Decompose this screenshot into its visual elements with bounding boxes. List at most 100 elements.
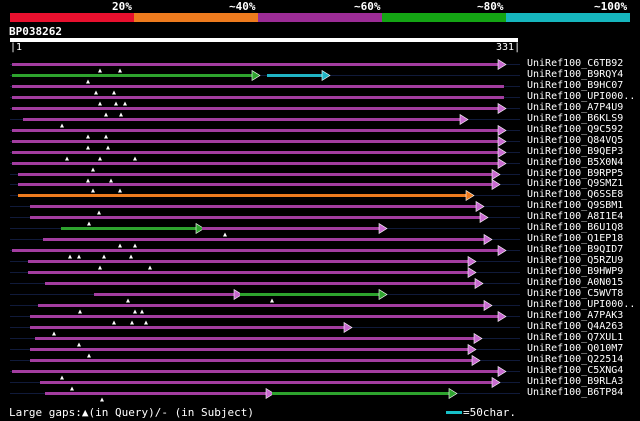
hit-name[interactable]: UniRef100_UPI000..	[527, 91, 636, 102]
query-gap-marker-icon	[98, 156, 102, 161]
query-gap-marker-icon	[86, 79, 90, 84]
hit-name[interactable]: UniRef100_Q4A263	[527, 321, 624, 332]
query-gap-marker-icon	[114, 101, 118, 106]
query-gap-marker-icon	[112, 320, 116, 325]
hit-name[interactable]: UniRef100_B5X0N4	[527, 157, 624, 168]
identity-band-60	[258, 13, 382, 22]
query-gap-marker-icon	[118, 68, 122, 73]
hit-name[interactable]: UniRef100_Q9SMZ1	[527, 178, 624, 189]
query-gap-marker-icon	[126, 298, 130, 303]
hit-name[interactable]: UniRef100_B9QEP3	[527, 146, 624, 157]
query-gap-marker-icon	[86, 178, 90, 183]
hit-arrow-icon	[343, 321, 353, 334]
query-gap-marker-icon	[52, 331, 56, 336]
hit-name[interactable]: UniRef100_Q010M7	[527, 343, 624, 354]
hit-arrow-icon	[497, 365, 507, 378]
query-gap-marker-icon	[148, 265, 152, 270]
hit-arrow-icon	[465, 189, 475, 202]
query-gap-marker-icon	[133, 309, 137, 314]
query-gap-marker-icon	[77, 342, 81, 347]
query-gap-marker-icon	[86, 145, 90, 150]
hit-arrow-icon	[497, 244, 507, 257]
query-gap-marker-icon	[130, 320, 134, 325]
hit-name[interactable]: UniRef100_Q22514	[527, 354, 624, 365]
query-gap-marker-icon	[100, 397, 104, 402]
query-gap-marker-icon	[140, 309, 144, 314]
query-gap-marker-icon	[98, 68, 102, 73]
hit-arrow-icon	[473, 332, 483, 345]
query-gap-marker-icon	[104, 134, 108, 139]
hit-name[interactable]: UniRef100_B6TP84	[527, 387, 624, 398]
hit-name[interactable]: UniRef100_B9RLA3	[527, 376, 624, 387]
hit-name[interactable]: UniRef100_Q5RZU9	[527, 255, 624, 266]
hit-arrow-icon	[195, 222, 205, 235]
hit-name[interactable]: UniRef100_Q84VQ5	[527, 135, 624, 146]
query-gap-marker-icon	[97, 210, 101, 215]
hit-name[interactable]: UniRef100_B9QID7	[527, 244, 624, 255]
query-gap-marker-icon	[60, 375, 64, 380]
hit-name[interactable]: UniRef100_C6TB92	[527, 58, 624, 69]
hit-arrow-icon	[467, 255, 477, 268]
hit-arrow-icon	[497, 102, 507, 115]
query-gap-marker-icon	[78, 309, 82, 314]
hit-name[interactable]: UniRef100_A8I1E4	[527, 211, 624, 222]
percent-label-60: ~60%	[354, 0, 381, 13]
hit-arrow-icon	[497, 146, 507, 159]
gaps-legend-text: Large gaps:▲(in Query)/- (in Subject)	[9, 406, 255, 419]
hit-name[interactable]: UniRef100_A0N015	[527, 277, 624, 288]
query-gap-marker-icon	[70, 386, 74, 391]
scale-legend-bar	[446, 411, 462, 414]
hit-name[interactable]: UniRef100_B9HC07	[527, 80, 624, 91]
query-gap-marker-icon	[270, 298, 274, 303]
hit-arrow-icon	[265, 387, 275, 400]
query-gap-marker-icon	[119, 112, 123, 117]
hit-name[interactable]: UniRef100_UPI000..	[527, 299, 636, 310]
query-end-value: 331	[496, 42, 515, 53]
percent-label-100: ~100%	[594, 0, 628, 13]
query-bar	[10, 38, 518, 42]
hit-name[interactable]: UniRef100_Q1EP18	[527, 233, 624, 244]
hit-name[interactable]: UniRef100_A7PAK3	[527, 310, 624, 321]
hit-name[interactable]: UniRef100_Q7XUL1	[527, 332, 624, 343]
scale-legend-text: =50char.	[463, 406, 516, 419]
query-gap-marker-icon	[106, 145, 110, 150]
hit-arrow-icon	[459, 113, 469, 126]
query-gap-marker-icon	[60, 123, 64, 128]
identity-band-40	[134, 13, 258, 22]
hit-arrow-icon	[497, 58, 507, 71]
hit-arrow-icon	[471, 354, 481, 367]
hit-name[interactable]: UniRef100_Q9SBM1	[527, 200, 624, 211]
identity-band-80	[382, 13, 506, 22]
query-gap-marker-icon	[133, 243, 137, 248]
hit-arrow-icon	[491, 178, 501, 191]
query-gap-marker-icon	[129, 254, 133, 259]
hit-arrow-icon	[378, 288, 388, 301]
hit-name[interactable]: UniRef100_B9HWP9	[527, 266, 624, 277]
hit-arrow-icon	[497, 135, 507, 148]
query-gap-marker-icon	[98, 101, 102, 106]
identity-band-20	[10, 13, 134, 22]
query-gap-marker-icon	[109, 178, 113, 183]
percent-label-40: ~40%	[229, 0, 256, 13]
hit-name[interactable]: UniRef100_Q6SSE8	[527, 189, 624, 200]
hit-arrow-icon	[474, 277, 484, 290]
hit-arrow-icon	[483, 299, 493, 312]
query-name: BP038262	[9, 25, 62, 38]
query-gap-marker-icon	[77, 254, 81, 259]
query-gap-marker-icon	[87, 221, 91, 226]
percent-label-20: 20%	[112, 0, 132, 13]
hit-name[interactable]: UniRef100_B6U1Q8	[527, 222, 624, 233]
hit-name[interactable]: UniRef100_B9RPP5	[527, 168, 624, 179]
query-gap-marker-icon	[112, 90, 116, 95]
hit-name[interactable]: UniRef100_B6KLS9	[527, 113, 624, 124]
hit-name[interactable]: UniRef100_A7P4U9	[527, 102, 624, 113]
query-start-value: 1	[16, 42, 23, 53]
query-gap-marker-icon	[123, 101, 127, 106]
hit-name[interactable]: UniRef100_B9RQY4	[527, 69, 624, 80]
query-gap-marker-icon	[223, 232, 227, 237]
hit-name[interactable]: UniRef100_C5XNG4	[527, 365, 624, 376]
hit-name[interactable]: UniRef100_Q9C592	[527, 124, 624, 135]
query-gap-marker-icon	[65, 156, 69, 161]
hit-name[interactable]: UniRef100_C5WVT8	[527, 288, 624, 299]
